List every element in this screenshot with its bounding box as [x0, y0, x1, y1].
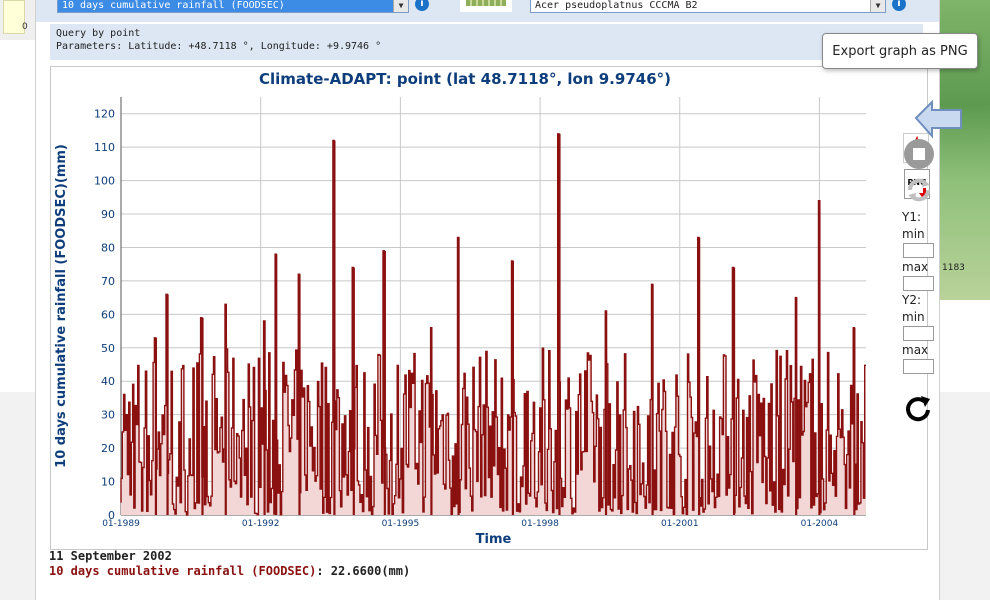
y-axis-label: 10 days cumulative rainfall (FOODSEC)(mm… — [54, 144, 69, 468]
y-tick-label: 60 — [101, 308, 115, 321]
x-tick-label: 01-2004 — [801, 519, 839, 529]
info-icon[interactable]: i — [415, 0, 429, 11]
x-tick-label: 01-1998 — [521, 519, 559, 529]
y-tick-label: 50 — [101, 342, 115, 355]
query-info: Query by point Parameters: Latitude: +48… — [50, 24, 923, 60]
y1-min-label: min — [902, 227, 925, 241]
y2-max-label: max — [902, 343, 929, 357]
left-widget-tick: 0 — [22, 22, 28, 32]
x-tick-label: 01-1989 — [102, 519, 140, 529]
y-tick-label: 90 — [101, 208, 115, 221]
x-tick-label: 01-2001 — [661, 519, 699, 529]
y-tick-label: 70 — [101, 275, 115, 288]
chart-panel: 10 days cumulative rainfall (FOODSEC) ▼ … — [35, 0, 940, 600]
y2-min-input[interactable] — [903, 326, 934, 341]
y2-label: Y2: — [902, 293, 922, 307]
y1-min-input[interactable] — [903, 243, 934, 258]
x-tick-label: 01-1992 — [242, 519, 280, 529]
hover-series-label: 10 days cumulative rainfall (FOODSEC) — [49, 564, 317, 578]
y-tick-label: 0 — [108, 509, 115, 522]
y-tick-label: 20 — [101, 442, 115, 455]
stop-button[interactable] — [904, 139, 934, 169]
chart-container: Climate-ADAPT: point (lat 48.7118°, lon … — [50, 66, 934, 550]
map-label: 1183 — [942, 263, 965, 273]
thumbnail-image — [460, 0, 512, 12]
y-tick-label: 40 — [101, 375, 115, 388]
y-tick-label: 10 — [101, 476, 115, 489]
variable-select[interactable]: 10 days cumulative rainfall (FOODSEC) ▼ — [57, 0, 409, 13]
variable-select-value: 10 days cumulative rainfall (FOODSEC) — [62, 0, 285, 11]
x-axis-label: Time — [476, 532, 512, 547]
query-title: Query by point — [56, 28, 141, 39]
info-icon[interactable]: i — [892, 0, 906, 11]
y1-label: Y1: — [902, 210, 922, 224]
redraw-icon[interactable] — [903, 393, 933, 423]
x-tick-label: 01-1995 — [382, 519, 420, 529]
chevron-down-icon[interactable]: ▼ — [870, 0, 885, 12]
species-select-value: Acer pseudoplatnus CCCMA B2 — [535, 0, 698, 11]
y1-max-label: max — [902, 260, 929, 274]
query-parameters: Parameters: Latitude: +48.7118 °, Longit… — [56, 41, 382, 52]
y-tick-label: 80 — [101, 241, 115, 254]
left-widget: 0 — [0, 0, 35, 40]
export-png-tooltip: Export graph as PNG — [822, 33, 978, 69]
refresh-icon[interactable] — [904, 175, 934, 205]
top-controls-bar: 10 days cumulative rainfall (FOODSEC) ▼ … — [36, 0, 939, 22]
left-widget-box — [3, 0, 25, 34]
hover-readout: 11 September 2002 10 days cumulative rai… — [49, 549, 410, 579]
y2-max-input[interactable] — [903, 359, 934, 374]
chart-title: Climate-ADAPT: point (lat 48.7118°, lon … — [258, 70, 671, 88]
stop-icon — [913, 148, 925, 160]
y1-max-input[interactable] — [903, 276, 934, 291]
y-tick-label: 30 — [101, 409, 115, 422]
hover-date: 11 September 2002 — [49, 549, 172, 563]
hover-value: : 22.6600(mm) — [316, 564, 411, 578]
series-line — [120, 133, 866, 516]
species-select[interactable]: Acer pseudoplatnus CCCMA B2 ▼ — [530, 0, 886, 13]
download-arrow-icon — [923, 188, 926, 194]
y-tick-label: 100 — [94, 175, 115, 188]
y-tick-label: 120 — [94, 108, 115, 121]
line-chart: 0 10 20 30 40 50 60 70 80 90 100 110 120 01-1989 01-19… — [54, 97, 866, 547]
pointer-arrow-icon — [914, 100, 962, 139]
chevron-down-icon[interactable]: ▼ — [393, 0, 408, 12]
y-tick-label: 110 — [94, 141, 115, 154]
y2-min-label: min — [902, 310, 925, 324]
